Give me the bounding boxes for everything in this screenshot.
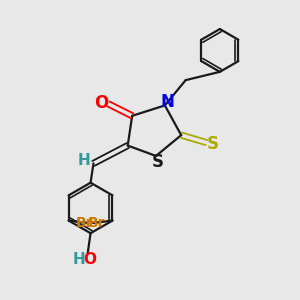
- Text: Br: Br: [75, 216, 93, 230]
- Text: O: O: [94, 94, 108, 112]
- Text: O: O: [83, 252, 97, 267]
- Text: N: N: [160, 93, 174, 111]
- Text: H: H: [73, 252, 85, 267]
- Text: H: H: [78, 154, 90, 169]
- Text: Br: Br: [88, 216, 106, 230]
- Text: S: S: [152, 154, 164, 172]
- Text: S: S: [207, 135, 219, 153]
